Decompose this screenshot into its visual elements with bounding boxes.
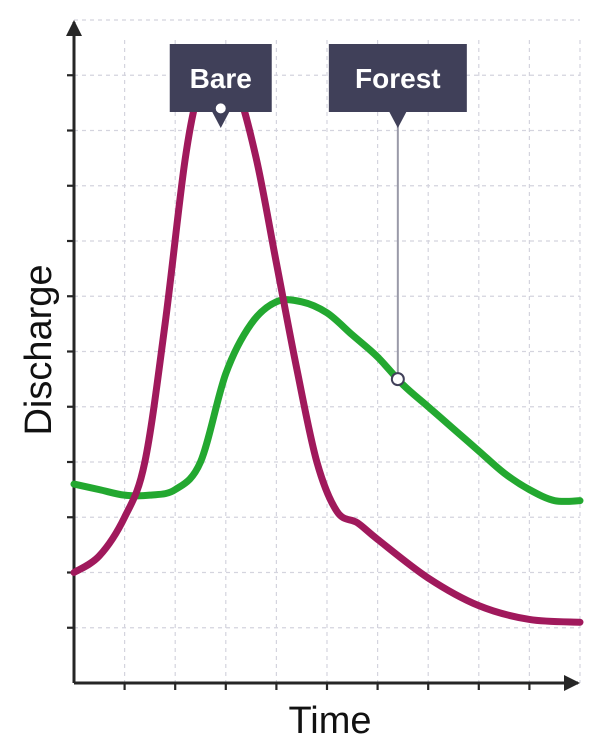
callout-point-marker <box>213 101 228 116</box>
series-lines <box>70 66 584 626</box>
gridlines <box>74 19 581 683</box>
axis-titles: Time Discharge <box>18 264 372 740</box>
callout-bare: Bare <box>169 44 272 128</box>
callouts: Bare Forest <box>169 44 467 387</box>
callout-box <box>169 44 272 112</box>
series-line-forest <box>70 296 584 505</box>
callout-forest: Forest <box>328 44 467 387</box>
x-axis-arrow-icon <box>564 675 580 691</box>
y-axis-title: Discharge <box>18 264 60 435</box>
y-axis-arrow-icon <box>66 20 82 36</box>
axes <box>66 20 580 691</box>
series-line-bare <box>70 66 584 626</box>
callout-label: Forest <box>355 63 441 94</box>
callout-pointer-icon <box>211 111 230 128</box>
callout-label: Bare <box>190 63 252 94</box>
callout-point-marker <box>390 372 405 387</box>
x-axis-title: Time <box>288 700 371 740</box>
callout-box <box>328 44 467 112</box>
callout-pointer-icon <box>388 111 407 128</box>
